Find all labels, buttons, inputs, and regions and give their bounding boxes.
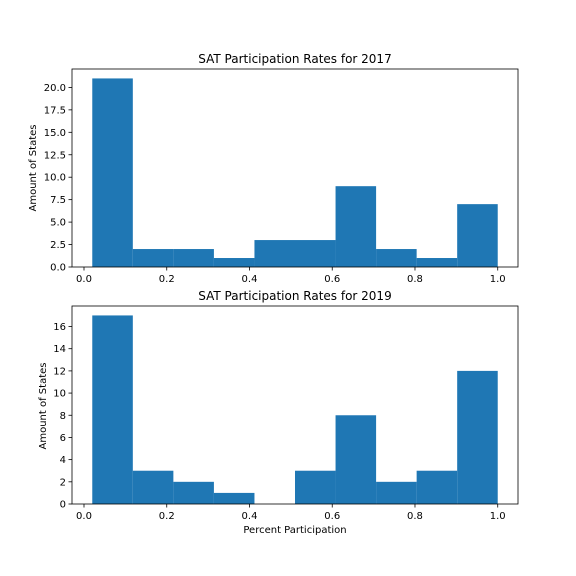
plot-frame-2017 [71,68,519,268]
y-tick-label: 20.0 [44,83,66,94]
bar-2019-2 [173,481,214,504]
bar-2017-6 [335,186,377,267]
y-tick-label: 8 [60,411,66,422]
x-tick-label: 0.6 [324,511,340,522]
y-tick-label: 5.0 [50,218,66,229]
y-tick-label: 10 [53,389,66,400]
bar-2017-5 [295,240,336,267]
y-ticks-2019: 0 2 4 6 8 10 12 14 16 [53,322,72,511]
bar-2017-2 [173,249,214,267]
plot-frame-2019 [71,305,519,505]
bar-2019-7 [376,481,417,504]
x-tick-label: 0.2 [159,274,175,285]
bar-2019-1 [132,470,174,504]
x-tick-label: 1.0 [490,274,506,285]
x-axis-label-2019: Percent Participation [243,525,346,536]
y-tick-label: 2 [60,477,66,488]
x-tick-label: 0.8 [407,511,423,522]
y-tick-label: 16 [53,322,66,333]
x-tick-label: 0.2 [159,511,175,522]
y-tick-label: 12 [53,366,66,377]
x-tick-label: 0.6 [324,274,340,285]
histogram-2017: SAT Participation Rates for 2017 Amount … [28,52,519,285]
y-tick-label: 2.5 [50,240,66,251]
bar-2017-0 [92,78,133,268]
y-tick-label: 15.0 [44,128,66,139]
y-tick-label: 14 [53,344,66,355]
bar-2017-8 [416,258,458,267]
histogram-2019: SAT Participation Rates for 2019 Amount … [38,289,519,536]
x-tick-label: 0.0 [76,511,92,522]
bar-2019-6 [335,415,377,504]
y-tick-label: 6 [60,433,66,444]
bars-2017 [92,78,498,268]
bar-2019-5 [295,470,336,504]
bar-2017-1 [132,249,174,267]
x-tick-label: 1.0 [490,511,506,522]
bars-2019 [92,315,498,504]
bar-2017-7 [376,249,417,267]
y-tick-label: 12.5 [44,150,66,161]
y-axis-label-2017: Amount of States [28,125,39,212]
chart-title-2017: SAT Participation Rates for 2017 [198,52,391,66]
x-tick-label: 0.0 [76,274,92,285]
y-tick-label: 0.0 [50,263,66,274]
bar-2019-0 [92,315,133,504]
y-axis-label-2019: Amount of States [38,363,49,450]
y-tick-label: 0 [60,500,66,511]
chart-title-2019: SAT Participation Rates for 2019 [198,289,391,303]
x-ticks-2017: 0.0 0.2 0.4 0.6 0.8 1.0 [76,267,506,285]
x-tick-label: 0.4 [242,511,258,522]
x-tick-label: 0.8 [407,274,423,285]
y-tick-label: 4 [60,455,66,466]
y-tick-label: 17.5 [44,105,66,116]
y-ticks-2017: 0.0 2.5 5.0 7.5 10.0 12.5 15.0 17.5 20.0 [44,83,72,274]
x-ticks-2019: 0.0 0.2 0.4 0.6 0.8 1.0 [76,504,506,522]
y-tick-label: 7.5 [50,195,66,206]
bar-2017-4 [254,240,295,267]
bar-2017-3 [213,258,255,267]
bar-2017-9 [457,204,498,267]
y-tick-label: 10.0 [44,173,66,184]
bar-2019-8 [416,470,458,504]
bar-2019-9 [457,370,498,504]
x-tick-label: 0.4 [242,274,258,285]
bar-2019-3 [213,492,255,504]
